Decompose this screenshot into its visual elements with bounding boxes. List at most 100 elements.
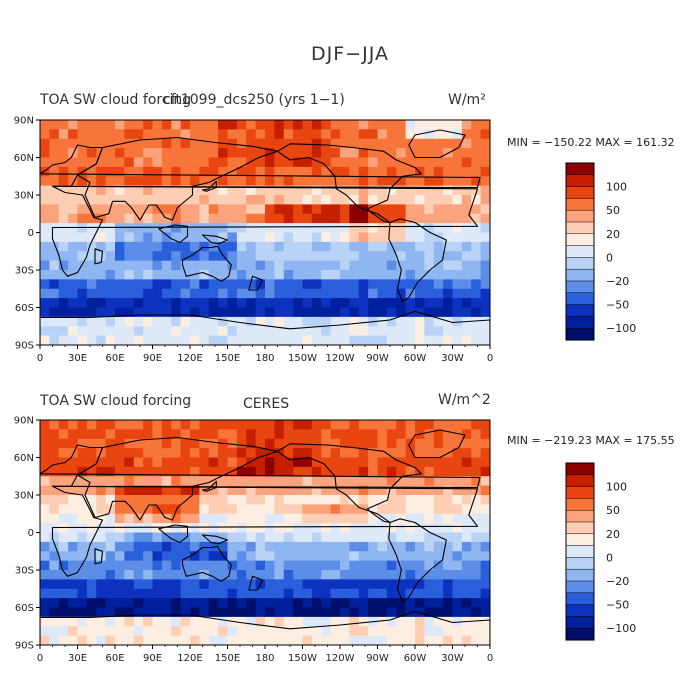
field-cell bbox=[255, 626, 266, 637]
field-cell bbox=[96, 607, 107, 618]
field-cell bbox=[415, 270, 425, 280]
field-cell bbox=[433, 326, 444, 337]
field-cell bbox=[349, 626, 360, 637]
field-cell bbox=[433, 523, 444, 534]
field-cell bbox=[124, 129, 135, 140]
field-cell bbox=[86, 138, 97, 149]
field-cell bbox=[461, 598, 472, 609]
field-cell bbox=[405, 495, 416, 505]
field-cell bbox=[283, 316, 294, 327]
field-cell bbox=[77, 513, 88, 524]
colorbar-swatch bbox=[565, 209, 595, 223]
field-cell bbox=[471, 457, 482, 468]
field-cell bbox=[480, 335, 490, 345]
panel2-variable-title: TOA SW cloud forcing bbox=[40, 393, 192, 409]
field-cell bbox=[246, 551, 257, 562]
field-cell bbox=[208, 223, 219, 234]
field-cell bbox=[180, 157, 191, 168]
field-cell bbox=[471, 616, 482, 627]
field-cell bbox=[143, 570, 154, 580]
field-cell bbox=[415, 420, 425, 430]
field-cell bbox=[40, 598, 50, 609]
field-cell bbox=[433, 420, 444, 430]
field-cell bbox=[86, 532, 97, 543]
field-cell bbox=[105, 260, 116, 271]
field-cell bbox=[330, 588, 341, 599]
field-cell bbox=[321, 541, 332, 552]
field-cell bbox=[190, 513, 200, 524]
field-cell bbox=[396, 579, 407, 590]
colorbar-swatch bbox=[565, 521, 595, 535]
field-cell bbox=[161, 551, 172, 562]
field-cell bbox=[293, 635, 304, 645]
field-cell bbox=[480, 148, 490, 159]
field-cell bbox=[171, 157, 182, 168]
field-cell bbox=[349, 429, 360, 440]
field-cell bbox=[124, 138, 135, 149]
field-cell bbox=[190, 626, 200, 637]
field-cell bbox=[368, 429, 379, 440]
field-cell bbox=[283, 204, 294, 215]
field-cell bbox=[265, 588, 275, 599]
x-tick-label: 30W bbox=[441, 353, 464, 364]
field-cell bbox=[293, 420, 304, 430]
field-cell bbox=[86, 513, 97, 524]
field-cell bbox=[415, 195, 425, 205]
field-cell bbox=[133, 326, 144, 337]
field-cell bbox=[321, 598, 332, 609]
field-cell bbox=[246, 213, 257, 224]
field-cell bbox=[115, 448, 125, 459]
field-cell bbox=[443, 438, 454, 449]
field-cell bbox=[386, 513, 397, 524]
field-cell bbox=[171, 420, 182, 430]
field-cell bbox=[265, 551, 275, 562]
field-cell bbox=[199, 298, 210, 309]
field-cell bbox=[199, 148, 210, 159]
field-cell bbox=[274, 279, 285, 290]
field-cell bbox=[152, 626, 163, 637]
field-cell bbox=[199, 157, 210, 168]
field-cell bbox=[68, 298, 79, 309]
field-cell bbox=[133, 476, 144, 487]
field-cell bbox=[255, 607, 266, 618]
panel1-field-cells bbox=[40, 120, 490, 345]
field-cell bbox=[452, 307, 463, 318]
field-cell bbox=[143, 626, 154, 637]
field-cell bbox=[265, 195, 275, 205]
field-cell bbox=[40, 551, 50, 562]
field-cell bbox=[255, 335, 266, 345]
field-cell bbox=[340, 429, 350, 440]
y-tick-label: 60N bbox=[14, 453, 34, 464]
field-cell bbox=[152, 457, 163, 468]
field-cell bbox=[396, 138, 407, 149]
field-cell bbox=[161, 607, 172, 618]
field-cell bbox=[161, 485, 172, 496]
field-cell bbox=[283, 335, 294, 345]
field-cell bbox=[396, 532, 407, 543]
field-cell bbox=[340, 316, 350, 327]
field-cell bbox=[480, 579, 490, 590]
field-cell bbox=[330, 232, 341, 243]
field-cell bbox=[77, 420, 88, 430]
field-cell bbox=[227, 307, 238, 318]
y-tick-label: 30N bbox=[14, 491, 34, 502]
field-cell bbox=[368, 635, 379, 645]
field-cell bbox=[49, 504, 60, 515]
field-cell bbox=[105, 579, 116, 590]
field-cell bbox=[227, 148, 238, 159]
field-cell bbox=[443, 495, 454, 505]
field-cell bbox=[246, 316, 257, 327]
field-cell bbox=[255, 326, 266, 337]
field-cell bbox=[246, 607, 257, 618]
field-cell bbox=[236, 288, 247, 299]
field-cell bbox=[452, 485, 463, 496]
field-cell bbox=[311, 335, 322, 345]
field-cell bbox=[77, 476, 88, 487]
field-cell bbox=[255, 476, 266, 487]
field-cell bbox=[471, 166, 482, 177]
field-cell bbox=[265, 138, 275, 149]
field-cell bbox=[255, 420, 266, 430]
field-cell bbox=[143, 316, 154, 327]
field-cell bbox=[49, 176, 60, 187]
field-cell bbox=[293, 316, 304, 327]
